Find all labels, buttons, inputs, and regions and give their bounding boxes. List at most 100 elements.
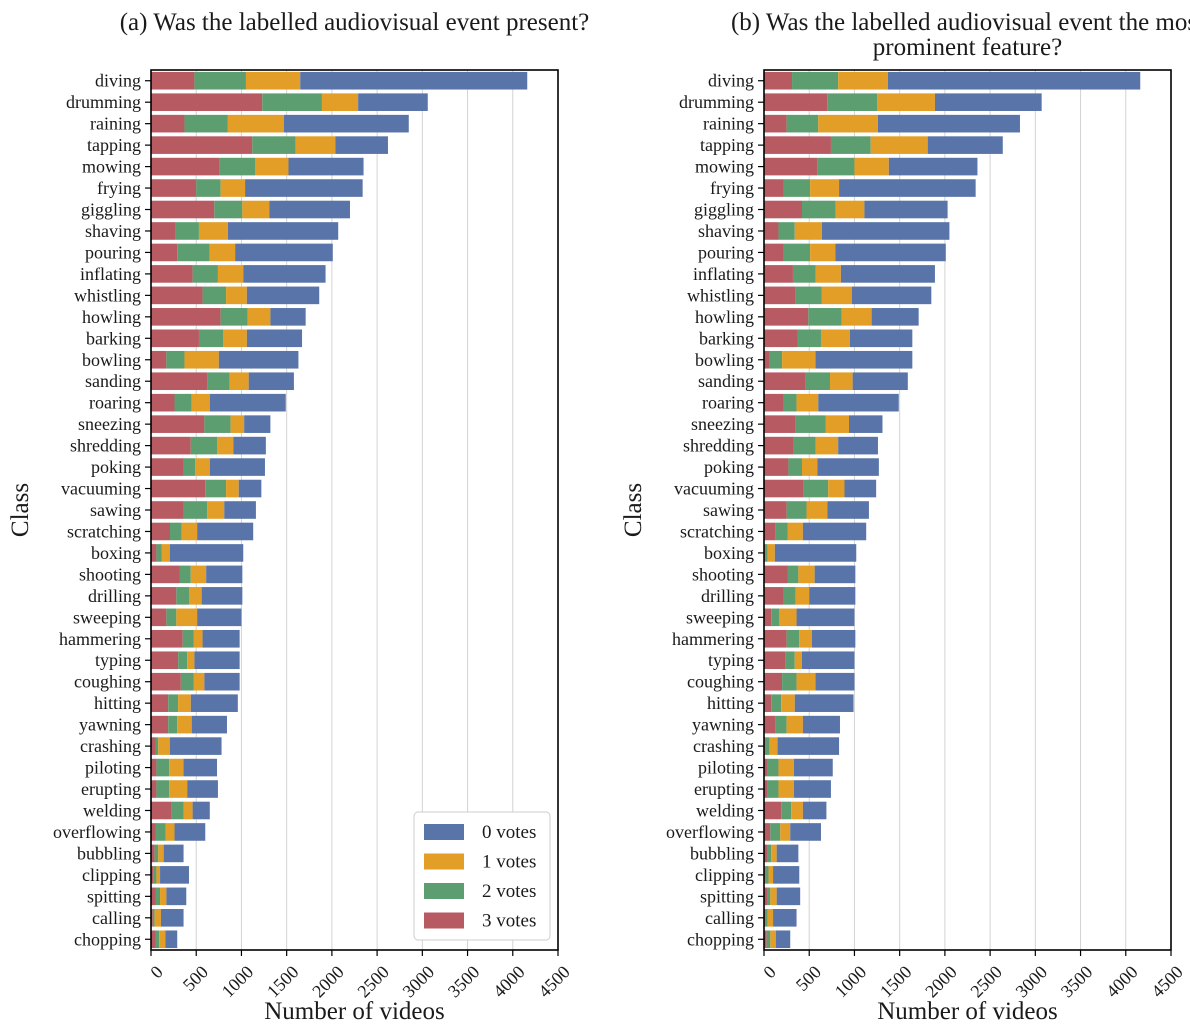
- bar-welding-2-votes: [171, 801, 184, 820]
- bar-shooting-2-votes: [179, 565, 191, 584]
- bar-drumming-1-votes: [321, 93, 359, 111]
- bar-vacuuming-2-votes: [803, 479, 829, 498]
- bar-spitting-0-votes: [166, 887, 187, 906]
- bar-sanding-0-votes: [248, 372, 294, 391]
- x-tick-label: 4000: [489, 962, 529, 1002]
- bar-barking-3-votes: [764, 329, 798, 348]
- bar-sweeping-2-votes: [166, 608, 177, 627]
- bar-raining-2-votes: [786, 114, 819, 133]
- bar-howling-0-votes: [871, 308, 919, 326]
- bar-giggling-1-votes: [835, 200, 865, 219]
- bar-giggling-2-votes: [801, 200, 836, 219]
- bar-shooting-2-votes: [787, 565, 799, 584]
- bar-diving-1-votes: [838, 71, 888, 90]
- y-tick-label: giggling: [694, 200, 754, 220]
- y-tick-label: scratching: [680, 521, 754, 541]
- bar-crashing-0-votes: [777, 737, 840, 755]
- bar-sweeping-3-votes: [764, 608, 772, 627]
- bar-bowling-2-votes: [769, 350, 783, 369]
- x-axis-label: Number of videos: [877, 998, 1058, 1025]
- bar-chopping-3-votes: [151, 930, 156, 949]
- bar-erupting-0-votes: [187, 780, 218, 798]
- bar-inflating-2-votes: [192, 265, 218, 283]
- bar-bowling-2-votes: [166, 350, 185, 369]
- bar-clipping-1-votes: [156, 866, 161, 884]
- bar-frying-1-votes: [810, 179, 840, 197]
- y-tick-label: shaving: [698, 221, 754, 241]
- bar-pouring-1-votes: [810, 243, 836, 262]
- chart-title: (b) Was the labelled audiovisual event t…: [731, 9, 1190, 36]
- x-tick-label: 1000: [218, 962, 258, 1002]
- y-tick-label: diving: [708, 71, 754, 91]
- bar-hitting-2-votes: [168, 694, 179, 712]
- bar-sweeping-3-votes: [151, 608, 167, 627]
- bar-bubbling-3-votes: [764, 844, 768, 863]
- legend-swatch: [424, 912, 464, 929]
- bar-welding-2-votes: [781, 801, 792, 820]
- x-tick-label: 3500: [1057, 962, 1097, 1002]
- y-tick-label: mowing: [695, 157, 754, 177]
- bar-sawing-2-votes: [183, 501, 208, 519]
- bar-poking-1-votes: [801, 458, 818, 476]
- bar-drumming-0-votes: [934, 93, 1042, 111]
- bar-clipping-2-votes: [153, 866, 157, 884]
- y-tick-label: roaring: [89, 393, 141, 413]
- y-tick-label: yawning: [692, 715, 754, 735]
- bar-typing-1-votes: [794, 651, 802, 670]
- legend-label: 3 votes: [482, 911, 536, 932]
- bar-typing-2-votes: [178, 651, 188, 670]
- bar-overflowing-2-votes: [770, 823, 781, 841]
- y-tick-label: piloting: [85, 758, 141, 778]
- bar-raining-1-votes: [227, 114, 284, 133]
- bar-howling-1-votes: [841, 308, 872, 326]
- bar-frying-3-votes: [151, 179, 197, 197]
- panel-b: (b) Was the labelled audiovisual event t…: [620, 9, 1190, 1025]
- y-tick-label: spitting: [700, 886, 754, 906]
- bar-yawning-3-votes: [151, 715, 169, 734]
- y-tick-label: piloting: [698, 758, 754, 778]
- y-tick-label: sneezing: [691, 414, 754, 434]
- bar-tapping-0-votes: [335, 136, 388, 154]
- bar-shaving-1-votes: [198, 222, 228, 240]
- bar-roaring-3-votes: [764, 393, 783, 412]
- bar-sneezing-2-votes: [204, 415, 231, 433]
- bar-crashing-1-votes: [158, 737, 170, 755]
- bar-shooting-1-votes: [190, 565, 207, 584]
- bar-chopping-0-votes: [775, 930, 791, 949]
- bar-shredding-1-votes: [217, 436, 234, 455]
- bar-yawning-2-votes: [168, 715, 178, 734]
- y-tick-label: bowling: [695, 350, 754, 370]
- bar-overflowing-0-votes: [174, 823, 206, 841]
- bar-coughing-1-votes: [193, 672, 205, 691]
- bar-drilling-2-votes: [782, 587, 796, 605]
- bar-giggling-1-votes: [242, 200, 270, 219]
- bar-raining-2-votes: [184, 114, 228, 133]
- legend-label: 0 votes: [482, 822, 536, 843]
- bar-chopping-1-votes: [159, 930, 166, 949]
- bar-scratching-2-votes: [169, 522, 182, 541]
- bar-mowing-1-votes: [255, 157, 289, 176]
- bar-piloting-2-votes: [767, 758, 779, 777]
- bar-spitting-2-votes: [767, 887, 771, 906]
- bar-coughing-2-votes: [782, 672, 797, 691]
- bar-howling-1-votes: [247, 308, 271, 326]
- bar-calling-2-votes: [152, 909, 155, 927]
- y-tick-label: poking: [704, 457, 754, 477]
- y-tick-label: drilling: [88, 586, 141, 606]
- bar-calling-1-votes: [154, 909, 161, 927]
- bar-howling-2-votes: [220, 308, 248, 326]
- bar-piloting-2-votes: [156, 758, 170, 777]
- bar-piloting-0-votes: [183, 758, 218, 777]
- y-tick-label: howling: [695, 307, 754, 327]
- y-tick-label: barking: [699, 328, 754, 348]
- bar-spitting-3-votes: [151, 887, 156, 906]
- bar-calling-2-votes: [765, 909, 768, 927]
- y-tick-label: erupting: [694, 779, 754, 799]
- y-tick-label: sawing: [90, 500, 141, 520]
- bar-coughing-1-votes: [796, 672, 816, 691]
- bar-inflating-0-votes: [243, 265, 326, 283]
- y-tick-label: bubbling: [690, 843, 754, 863]
- x-axis-label: Number of videos: [264, 998, 445, 1025]
- bar-drumming-0-votes: [358, 93, 428, 111]
